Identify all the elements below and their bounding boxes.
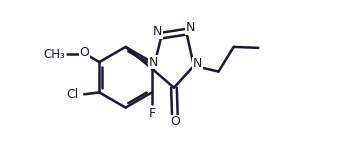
Text: N: N bbox=[153, 25, 163, 38]
Text: O: O bbox=[170, 115, 180, 128]
Text: N: N bbox=[193, 57, 202, 70]
Text: O: O bbox=[79, 46, 89, 59]
Text: Cl: Cl bbox=[66, 88, 79, 101]
Text: N: N bbox=[185, 21, 195, 34]
Text: F: F bbox=[148, 107, 155, 120]
Text: CH₃: CH₃ bbox=[44, 48, 65, 61]
Text: N: N bbox=[148, 56, 158, 69]
